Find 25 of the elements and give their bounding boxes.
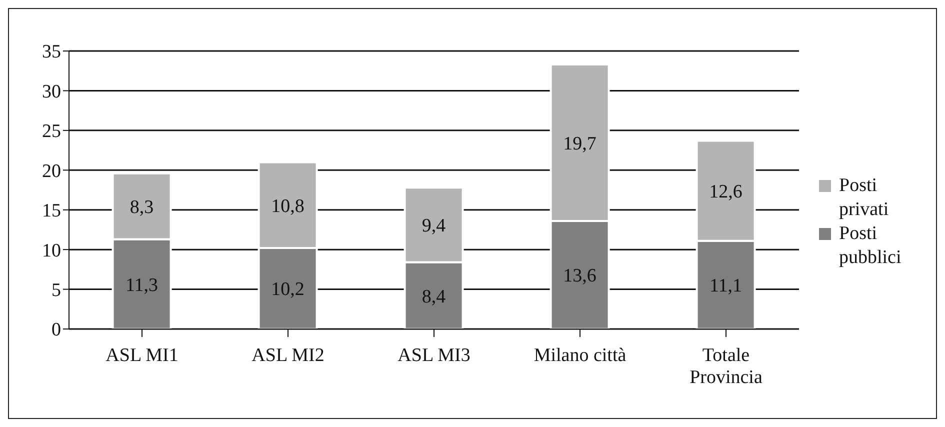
x-tick-label: ASL MI1	[106, 345, 178, 366]
y-tick-label: 35	[42, 42, 61, 63]
x-tick-label: ASL MI3	[398, 345, 470, 366]
legend-label: Posti privati	[839, 174, 890, 222]
data-label: 11,3	[126, 274, 158, 296]
data-label: 10,2	[271, 279, 304, 300]
data-label: 13,6	[563, 266, 596, 287]
x-tick-label: Totale Provincia	[690, 345, 763, 388]
x-tick-label: Milano città	[534, 345, 627, 366]
data-label: 8,4	[422, 286, 446, 308]
x-tick-label: ASL MI2	[252, 345, 324, 366]
data-label: 10,8	[271, 196, 304, 217]
data-label: 11,1	[710, 276, 742, 297]
y-tick-label: 30	[42, 81, 61, 102]
y-tick-label: 20	[42, 160, 61, 182]
data-label: 19,7	[563, 133, 596, 154]
data-label: 12,6	[709, 182, 742, 203]
legend-label: Posti pubblici	[839, 222, 902, 270]
data-label: 8,3	[130, 197, 154, 218]
y-tick-label: 25	[42, 121, 61, 142]
y-tick-label: 5	[52, 280, 61, 302]
y-tick-label: 0	[52, 320, 61, 341]
data-label: 9,4	[422, 216, 446, 237]
y-tick-label: 15	[42, 200, 61, 222]
y-tick-label: 10	[42, 240, 61, 262]
